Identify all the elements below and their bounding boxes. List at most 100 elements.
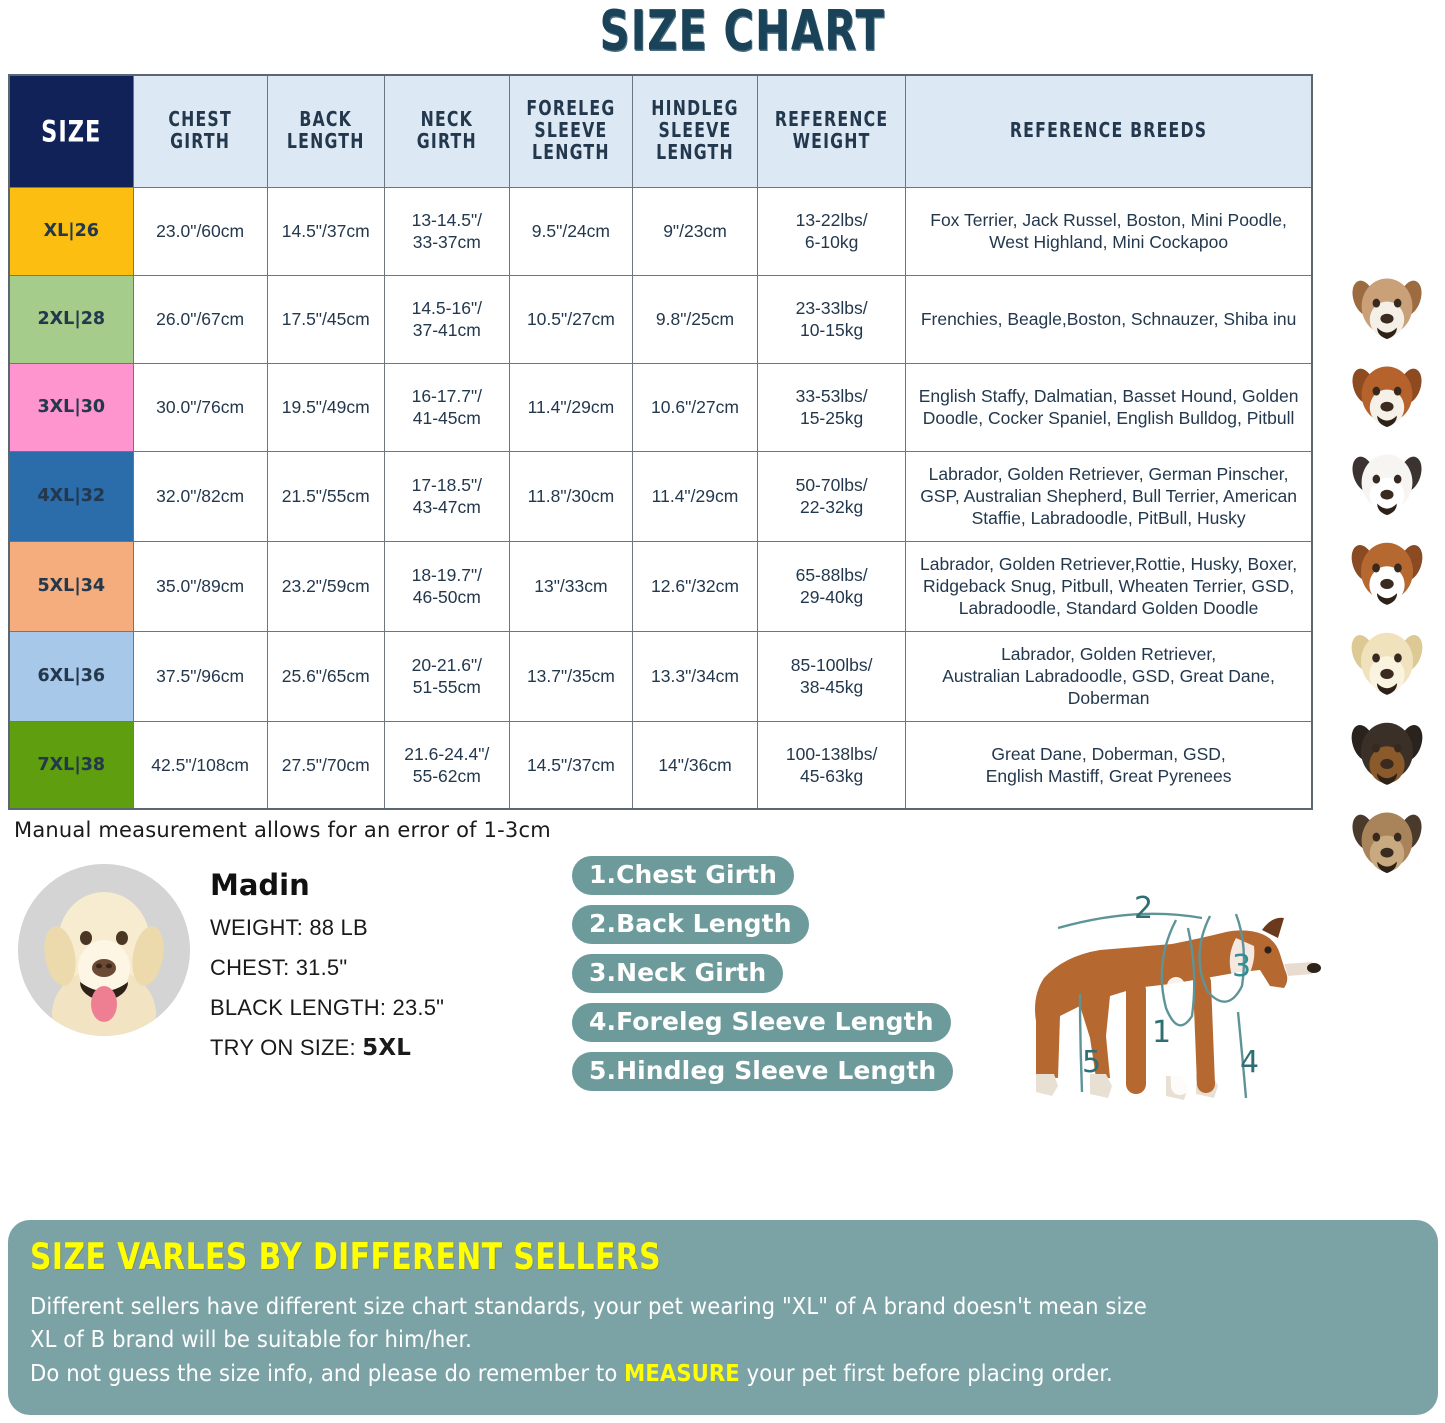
- cell-reference-weight: 23-33lbs/10-15kg: [757, 274, 907, 364]
- cell-back-length: 21.5"/55cm: [266, 450, 385, 542]
- cell-back-length: 17.5"/45cm: [266, 274, 385, 364]
- cell-hindleg-sleeve-length: 14"/36cm: [631, 720, 759, 810]
- size-chart-table: SIZE CHEST GIRTH BACK LENGTH NECK GIRTH …: [8, 74, 1313, 810]
- golden-retriever-photo: [1333, 618, 1441, 708]
- table-row: XL|26 23.0"/60cm 14.5"/37cm 13-14.5"/33-37c…: [8, 186, 1313, 276]
- golden-labrador-avatar-icon: [18, 864, 190, 1036]
- cell-back-length: 19.5"/49cm: [266, 362, 385, 452]
- dalmatian-photo: [1333, 440, 1441, 528]
- measurement-legend: 1.Chest Girth 2.Back Length 3.Neck Girth 4.…: [572, 856, 954, 1091]
- cell-reference-breeds: Great Dane, Doberman, GSD, English Mastif…: [905, 720, 1313, 810]
- cell-hindleg-sleeve-length: 9"/23cm: [631, 186, 759, 276]
- cell-neck-girth: 14.5-16"/37-41cm: [383, 274, 510, 364]
- cell-neck-girth: 18-19.7"/46-50cm: [383, 540, 510, 632]
- great-dane-photo: [1333, 798, 1441, 886]
- cell-hindleg-sleeve-length: 13.3"/34cm: [631, 630, 759, 722]
- cell-reference-breeds: Fox Terrier, Jack Russel, Boston, Mini P…: [905, 186, 1313, 276]
- diagram-marker-2: 2: [1134, 891, 1153, 926]
- example-pet-section: Madin WEIGHT: 88 LB CHEST: 31.5" BLACK L…: [0, 846, 1445, 1121]
- cell-foreleg-sleeve-length: 11.4"/29cm: [508, 362, 633, 452]
- try-on-size-label: TRY ON SIZE:: [210, 1035, 356, 1060]
- column-header-hindleg-sleeve-length: HINDLEG SLEEVE LENGTH: [631, 74, 759, 188]
- column-header-reference-weight: REFERENCE WEIGHT: [757, 74, 907, 188]
- cell-foreleg-sleeve-length: 13.7"/35cm: [508, 630, 633, 722]
- cell-chest-girth: 23.0"/60cm: [132, 186, 268, 276]
- cell-foreleg-sleeve-length: 13"/33cm: [508, 540, 633, 632]
- warning-measure-highlight: MEASURE: [624, 1358, 740, 1387]
- cell-hindleg-sleeve-length: 9.8"/25cm: [631, 274, 759, 364]
- cell-chest-girth: 37.5"/96cm: [132, 630, 268, 722]
- cell-reference-breeds: Labrador, Golden Retriever, Australian La…: [905, 630, 1313, 722]
- legend-pill-1: 1.Chest Girth: [572, 856, 794, 895]
- table-row: 5XL|34 35.0"/89cm 23.2"/59cm 18-19.7"/46-50…: [8, 540, 1313, 632]
- pet-name: Madin: [210, 868, 310, 902]
- cell-reference-breeds: Frenchies, Beagle,Boston, Schnauzer, Shi…: [905, 274, 1313, 364]
- page-title: SIZE CHART: [599, 0, 886, 63]
- cell-back-length: 23.2"/59cm: [266, 540, 385, 632]
- try-on-size-value: 5XL: [362, 1035, 412, 1061]
- cell-back-length: 14.5"/37cm: [266, 186, 385, 276]
- cell-neck-girth: 13-14.5"/33-37cm: [383, 186, 510, 276]
- table-body: XL|26 23.0"/60cm 14.5"/37cm 13-14.5"/33-37c…: [8, 186, 1313, 810]
- cell-reference-weight: 65-88lbs/29-40kg: [757, 540, 907, 632]
- cell-size: 4XL|32: [8, 450, 134, 542]
- warning-line-3-end: your pet first before placing order.: [739, 1358, 1113, 1387]
- table-row: 2XL|28 26.0"/67cm 17.5"/45cm 14.5-16"/37-41…: [8, 274, 1313, 364]
- table-row: 4XL|32 32.0"/82cm 21.5"/55cm 17-18.5"/43-47…: [8, 450, 1313, 542]
- column-header-neck-girth: NECK GIRTH: [383, 74, 510, 188]
- breed-photo-column: [1333, 264, 1443, 886]
- cell-size: 6XL|36: [8, 630, 134, 722]
- pet-try-on-size: TRY ON SIZE: 5XL: [210, 1035, 444, 1061]
- american-staffordshire-terrier-photo: [1333, 528, 1441, 618]
- cell-chest-girth: 30.0"/76cm: [132, 362, 268, 452]
- diagram-marker-5: 5: [1082, 1045, 1101, 1080]
- page-header: SIZE CHART: [0, 0, 1445, 63]
- diagram-marker-1: 1: [1152, 1015, 1171, 1050]
- cell-neck-girth: 17-18.5"/43-47cm: [383, 450, 510, 542]
- cell-reference-breeds: Labrador, Golden Retriever, German Pinsc…: [905, 450, 1313, 542]
- size-chart-table-container: SIZE CHEST GIRTH BACK LENGTH NECK GIRTH …: [8, 74, 1423, 874]
- cell-size: 5XL|34: [8, 540, 134, 632]
- cell-chest-girth: 35.0"/89cm: [132, 540, 268, 632]
- cell-hindleg-sleeve-length: 11.4"/29cm: [631, 450, 759, 542]
- legend-pill-4: 4.Foreleg Sleeve Length: [572, 1003, 951, 1042]
- cell-size: 7XL|38: [8, 720, 134, 810]
- cell-size: 3XL|30: [8, 362, 134, 452]
- cell-reference-weight: 85-100lbs/38-45kg: [757, 630, 907, 722]
- column-header-reference-breeds: REFERENCE BREEDS: [905, 74, 1313, 188]
- diagram-marker-4: 4: [1240, 1045, 1259, 1080]
- legend-pill-5: 5.Hindleg Sleeve Length: [572, 1052, 954, 1091]
- cell-back-length: 25.6"/65cm: [266, 630, 385, 722]
- dog-side-view-diagram-icon: 2 3 1 4 5: [1035, 891, 1321, 1100]
- cell-back-length: 27.5"/70cm: [266, 720, 385, 810]
- cell-reference-breeds: Labrador, Golden Retriever,Rottie, Husky…: [905, 540, 1313, 632]
- column-header-foreleg-sleeve-length: FORELEG SLEEVE LENGTH: [508, 74, 633, 188]
- cell-reference-weight: 100-138lbs/45-63kg: [757, 720, 907, 810]
- cell-chest-girth: 32.0"/82cm: [132, 450, 268, 542]
- seller-size-warning-panel: SIZE VARLES BY DIFFERENT SELLERS Differe…: [8, 1220, 1438, 1415]
- cell-foreleg-sleeve-length: 14.5"/37cm: [508, 720, 633, 810]
- cell-foreleg-sleeve-length: 11.8"/30cm: [508, 450, 633, 542]
- pet-back-length: BLACK LENGTH: 23.5": [210, 995, 445, 1020]
- column-header-back-length: BACK LENGTH: [266, 74, 385, 188]
- cell-size: XL|26: [8, 186, 134, 276]
- diagram-marker-3: 3: [1232, 949, 1251, 984]
- warning-line-2: XL of B brand will be suitable for him/h…: [30, 1325, 472, 1354]
- table-row: 7XL|38 42.5"/108cm 27.5"/70cm 21.6-24.4"/55…: [8, 720, 1313, 810]
- measurement-error-note: Manual measurement allows for an error o…: [14, 818, 551, 842]
- cell-hindleg-sleeve-length: 10.6"/27cm: [631, 362, 759, 452]
- measurement-diagram: 2 3 1 4 5: [940, 846, 1445, 1121]
- cell-reference-weight: 50-70lbs/22-32kg: [757, 450, 907, 542]
- pet-profile: Madin WEIGHT: 88 LB CHEST: 31.5" BLACK L…: [18, 864, 444, 1075]
- table-row: 6XL|36 37.5"/96cm 25.6"/65cm 20-21.6"/51-55…: [8, 630, 1313, 722]
- warning-line-3: Do not guess the size info, and please d…: [30, 1357, 1416, 1390]
- avatar: [18, 864, 190, 1036]
- cell-foreleg-sleeve-length: 10.5"/27cm: [508, 274, 633, 364]
- cell-reference-weight: 33-53lbs/15-25kg: [757, 362, 907, 452]
- cell-reference-weight: 13-22lbs/6-10kg: [757, 186, 907, 276]
- pet-chest: CHEST: 31.5": [210, 955, 348, 980]
- cell-reference-breeds: English Staffy, Dalmatian, Basset Hound,…: [905, 362, 1313, 452]
- warning-title: SIZE VARLES BY DIFFERENT SELLERS: [30, 1236, 662, 1279]
- cell-foreleg-sleeve-length: 9.5"/24cm: [508, 186, 633, 276]
- cell-neck-girth: 21.6-24.4"/55-62cm: [383, 720, 510, 810]
